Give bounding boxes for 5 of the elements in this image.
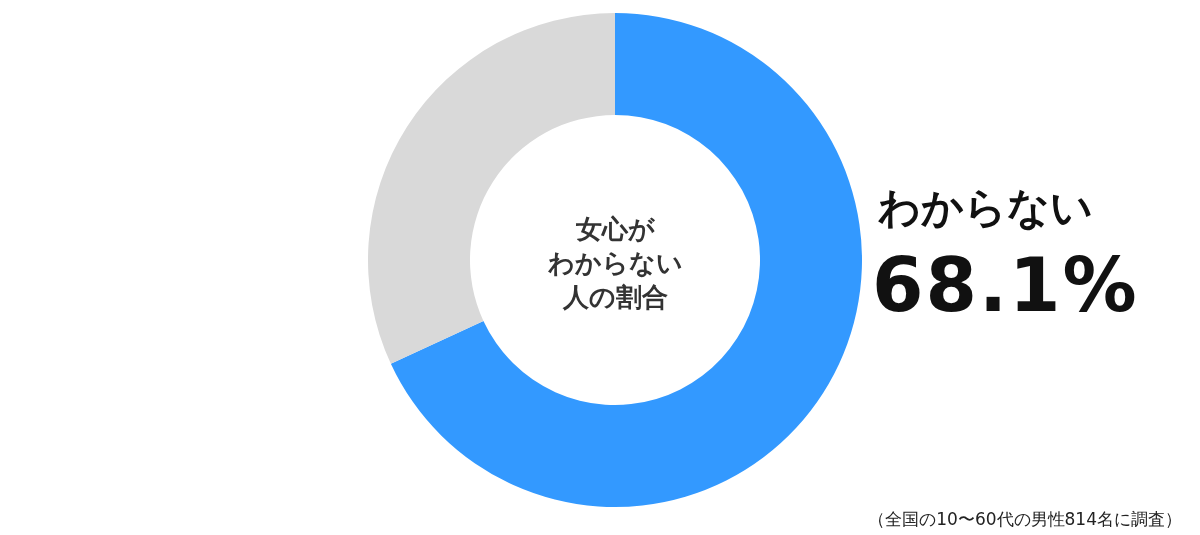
slice-label: わからない (878, 182, 1093, 234)
data-label: 68.1% (872, 242, 1139, 328)
donut-slice (390, 13, 862, 507)
text: （全国の10〜60代の男性814名に調査） (868, 508, 1182, 531)
text: 女心がわからない人の割合 (546, 213, 684, 314)
